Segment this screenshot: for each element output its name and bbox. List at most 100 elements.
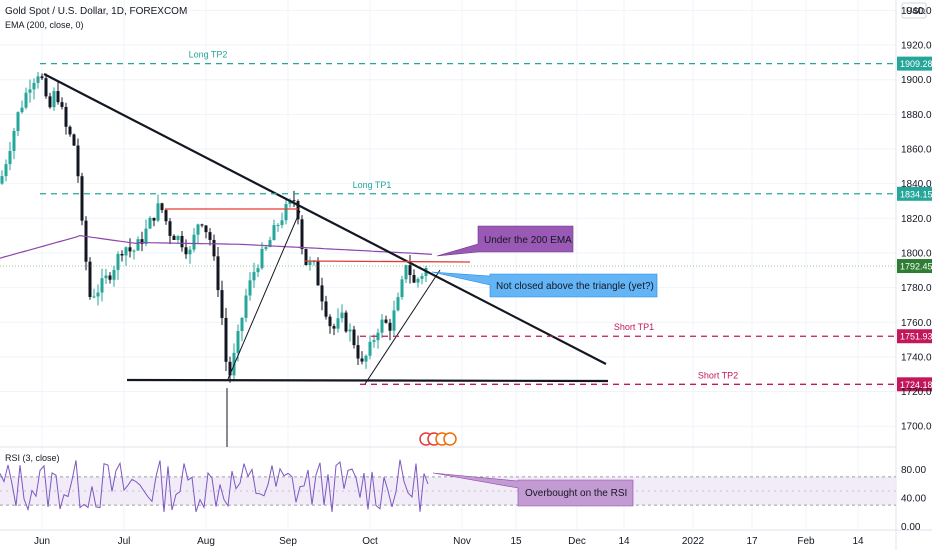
candle	[244, 295, 248, 318]
price-tick: 1880.00	[901, 110, 932, 121]
candle	[252, 272, 256, 281]
candle	[368, 341, 372, 356]
price-tick: 1820.00	[901, 214, 932, 225]
price-badge	[897, 377, 932, 392]
candle	[188, 249, 192, 255]
price-tick: 1740.00	[901, 352, 932, 363]
candle	[400, 279, 404, 298]
grid	[0, 0, 896, 530]
time-tick: Sep	[279, 536, 297, 547]
candle	[156, 203, 160, 221]
candle	[44, 78, 48, 97]
callout-triangle-text: Not closed above the triangle (yet?)	[496, 281, 654, 292]
candle	[28, 89, 32, 93]
candle	[172, 235, 176, 240]
callout-ema-text: Under the 200 EMA	[484, 235, 572, 246]
candle	[316, 261, 320, 286]
rsi-tick: 40.00	[901, 494, 926, 505]
candle	[328, 316, 332, 327]
candle	[200, 224, 204, 226]
candle	[136, 239, 140, 251]
candle	[272, 225, 276, 241]
candle	[56, 91, 60, 103]
currency-label: USD	[906, 6, 926, 16]
candle	[168, 221, 172, 236]
price-badge-text: 1909.28	[900, 59, 932, 69]
callout-rsi: Overbought on the RSI	[432, 472, 634, 507]
candle	[64, 106, 68, 127]
candle	[396, 297, 400, 311]
price-tick: 1760.00	[901, 318, 932, 329]
candle	[76, 145, 80, 177]
candle	[72, 134, 76, 146]
candle	[372, 340, 376, 342]
descending-trendline	[43, 73, 607, 365]
event-icons[interactable]	[419, 432, 457, 446]
rsi-legend[interactable]: RSI (3, close)	[5, 453, 60, 463]
candle	[276, 225, 280, 227]
time-tick: 2022	[682, 536, 705, 547]
candle	[180, 235, 184, 248]
symbol-title[interactable]: Gold Spot / U.S. Dollar, 1D, FOREXCOM	[5, 6, 187, 17]
price-tick: 1920.00	[901, 41, 932, 52]
candle	[296, 201, 300, 220]
candle	[80, 176, 84, 221]
candle	[256, 268, 260, 273]
candle	[40, 76, 44, 79]
price-tick: 1860.00	[901, 145, 932, 156]
tp-level-label: Long TP1	[353, 180, 392, 190]
candle	[92, 296, 96, 298]
price-tick: 1700.00	[901, 422, 932, 433]
candle	[416, 278, 420, 283]
candle	[120, 253, 124, 256]
currency-button[interactable]	[901, 2, 927, 19]
candle	[160, 203, 164, 211]
candle	[236, 331, 240, 353]
candle	[68, 126, 72, 135]
candle	[132, 250, 136, 252]
rsi-tick: 0.00	[901, 522, 921, 533]
candle	[348, 329, 352, 332]
tp-level-label: Short TP2	[698, 370, 738, 380]
current-price-badge	[897, 259, 932, 274]
candle	[420, 275, 424, 279]
candle	[84, 220, 88, 262]
callout-triangle: Not closed above the triangle (yet?)	[431, 271, 658, 298]
time-tick: Feb	[797, 536, 815, 547]
rsi-axis: 80.00 40.00 0.00	[901, 465, 926, 533]
ema-legend[interactable]: EMA (200, close, 0)	[5, 20, 84, 30]
price-badge	[897, 56, 932, 71]
price-badge-text: 1834.15	[900, 189, 932, 199]
price-axis: 1940.00 1920.00 1900.00 1880.00 1860.00 1840.…	[901, 6, 932, 433]
tp-level-label: Long TP2	[189, 50, 228, 60]
candle	[88, 261, 92, 297]
candle	[344, 312, 348, 332]
time-tick: Aug	[197, 536, 215, 547]
candle	[412, 275, 416, 283]
time-tick: 14	[618, 536, 630, 547]
ema-line	[0, 234, 433, 259]
time-tick: 15	[510, 536, 522, 547]
time-tick: Dec	[568, 536, 586, 547]
time-tick: 14	[852, 536, 864, 547]
time-tick: Jul	[118, 536, 131, 547]
candle	[364, 355, 368, 362]
rsi-line	[0, 459, 429, 513]
candle	[408, 265, 412, 276]
candle	[384, 319, 388, 323]
candle	[388, 322, 392, 331]
price-tick: 1720.00	[901, 387, 932, 398]
flag-us-icon[interactable]	[443, 432, 457, 446]
candle	[104, 275, 108, 279]
candle	[4, 164, 8, 177]
candles	[0, 72, 428, 447]
time-tick: Nov	[453, 536, 471, 547]
candle	[16, 112, 20, 131]
candle	[260, 248, 264, 269]
candle	[164, 210, 168, 222]
candle	[240, 317, 244, 332]
time-tick: 17	[746, 536, 758, 547]
current-price-text: 1792.45	[900, 262, 932, 272]
candle	[20, 107, 24, 113]
candle	[60, 102, 64, 107]
